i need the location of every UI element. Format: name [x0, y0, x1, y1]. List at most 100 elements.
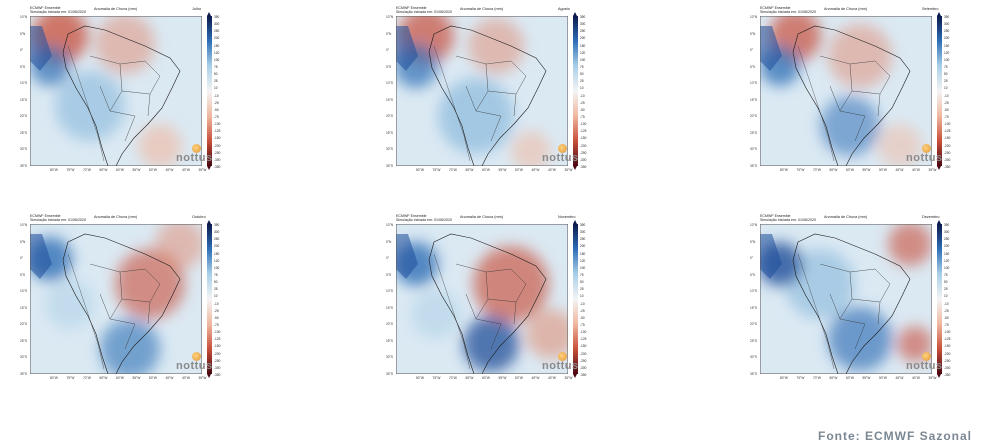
colorbar-tick-label: 350 — [944, 223, 950, 227]
colorbar-tick-label: -300 — [214, 157, 221, 162]
colorbar-tick-label: -300 — [944, 157, 951, 162]
colorbar-tick-label: 25 — [944, 79, 948, 84]
colorbar-tick-label: 75 — [944, 273, 948, 277]
pacific-anomaly — [30, 26, 52, 71]
colorbar-tick-label: -25 — [214, 308, 219, 313]
colorbar-tick-label: 150 — [944, 251, 950, 256]
colorbar-tick-label: -200 — [580, 143, 587, 148]
latitude-label: 20°S — [20, 114, 27, 118]
latitude-label: 15°S — [386, 97, 393, 102]
colorbar-tick-label: -350 — [214, 373, 221, 377]
colorbar-tick-label: 150 — [214, 251, 220, 256]
country-borders — [67, 253, 105, 370]
latitude-label: 10°S — [386, 81, 393, 85]
longitude-label: 40°W — [182, 168, 190, 172]
longitude-label: 35°W — [564, 376, 573, 380]
colorbar-tick-label: -150 — [580, 136, 587, 141]
latitude-label: 5°N — [386, 31, 392, 36]
longitude-label: 40°W — [912, 376, 920, 380]
colorbar-tick-label: 10 — [580, 294, 584, 299]
logo-sun-icon — [192, 144, 201, 153]
month-label: Novembro — [558, 215, 576, 219]
colorbar — [573, 224, 578, 374]
colorbar-tick-label: -25 — [580, 100, 585, 105]
colorbar-tick-label: -250 — [944, 150, 951, 155]
month-label: Agosto — [558, 7, 570, 11]
longitude-label: 50°W — [515, 376, 523, 380]
pacific-anomaly — [396, 234, 418, 279]
model-name: ECMWF Ensemble — [30, 214, 61, 218]
colorbar-tick-label: -125 — [214, 337, 221, 342]
longitude-label: 45°W — [531, 168, 540, 172]
forecast-panel-julho: ECMWF Ensemble Simulação iniciada em: 01/… — [20, 6, 222, 172]
latitude-label: 10°N — [20, 15, 28, 19]
anomaly-area — [468, 18, 524, 74]
simulation-date: Simulação iniciada em: 01/06/2020 — [396, 10, 452, 15]
logo-sun-icon — [558, 144, 567, 153]
longitude-label: 45°W — [895, 168, 904, 172]
colorbar-tick-label: 250 — [580, 237, 586, 242]
longitude-label: 70°W — [449, 376, 457, 380]
colorbar-tick-label: 25 — [580, 79, 584, 84]
state-borders — [89, 263, 161, 350]
colorbar-tick-label: -300 — [944, 365, 951, 370]
map-frame — [30, 224, 202, 374]
latitude-label: 20°S — [386, 322, 393, 326]
anomaly-area — [820, 96, 880, 156]
country-borders — [433, 253, 471, 370]
colorbar-tick-label: 350 — [944, 15, 950, 19]
model-header: ECMWF Ensemble Simulação iniciada em: 01/… — [760, 214, 816, 222]
latitude-label: 5°S — [750, 272, 756, 277]
month-label: Julho — [192, 7, 202, 11]
longitude-label: 50°W — [879, 168, 887, 172]
colorbar-arrow-top — [573, 220, 577, 224]
longitude-label: 40°W — [548, 168, 556, 172]
colorbar-tick-label: -75 — [214, 115, 219, 119]
longitude-label: 50°W — [879, 376, 887, 380]
colorbar-labels: 350 300 250 200 150 120 100 75 50 25 10 -10 -25 -50 -7… — [944, 15, 964, 169]
longitude-label: 35°W — [928, 168, 937, 172]
state-borders — [89, 55, 161, 142]
longitude-label: 80°W — [416, 376, 424, 380]
latitude-label: 0° — [20, 48, 24, 52]
longitude-label: 70°W — [449, 168, 457, 172]
latitude-label: 25°S — [386, 338, 393, 343]
longitude-label: 45°W — [531, 376, 540, 380]
colorbar-tick-label: -10 — [580, 93, 585, 98]
anomaly-area — [785, 249, 855, 319]
colorbar-tick-label: 150 — [580, 251, 586, 256]
colorbar-tick-label: -250 — [214, 358, 221, 363]
latitude-label: 10°S — [386, 289, 393, 293]
anomaly-area — [95, 16, 155, 74]
latitude-label: 25°S — [750, 130, 757, 135]
longitude-label: 80°W — [416, 168, 424, 172]
colorbar-tick-label: 75 — [214, 65, 218, 69]
longitude-label: 35°W — [198, 168, 207, 172]
model-header: ECMWF Ensemble Simulação iniciada em: 01/… — [30, 6, 86, 14]
colorbar-tick-label: 75 — [214, 273, 218, 277]
longitude-label: 75°W — [66, 376, 75, 380]
latitude-label: 30°S — [386, 355, 393, 359]
colorbar-tick-label: 150 — [944, 43, 950, 48]
longitude-label: 55°W — [132, 168, 141, 172]
colorbar-tick-label: -350 — [580, 373, 587, 377]
pacific-anomaly — [760, 234, 782, 279]
colorbar-tick-label: -10 — [214, 301, 219, 306]
country-borders — [433, 45, 471, 162]
colorbar-tick-label: -25 — [580, 308, 585, 313]
latitude-label: 15°S — [750, 97, 757, 102]
colorbar-tick-label: -250 — [580, 150, 587, 155]
colorbar-tick-label: 50 — [214, 280, 218, 285]
longitude-label: 65°W — [99, 376, 108, 380]
longitude-label: 50°W — [515, 168, 523, 172]
anomaly-area — [473, 246, 549, 322]
simulation-date: Simulação iniciada em: 01/06/2020 — [760, 218, 816, 223]
model-name: ECMWF Ensemble — [760, 214, 791, 218]
nottus-logo: nottus — [542, 360, 579, 372]
panel-title: Anomalia de Chuva (mm) — [460, 215, 504, 219]
colorbar-tick-label: -350 — [944, 373, 951, 377]
colorbar-tick-label: 150 — [214, 43, 220, 48]
latitude-label: 0° — [750, 48, 754, 52]
colorbar-arrow-bottom — [207, 374, 211, 378]
colorbar-tick-label: -150 — [214, 136, 221, 141]
